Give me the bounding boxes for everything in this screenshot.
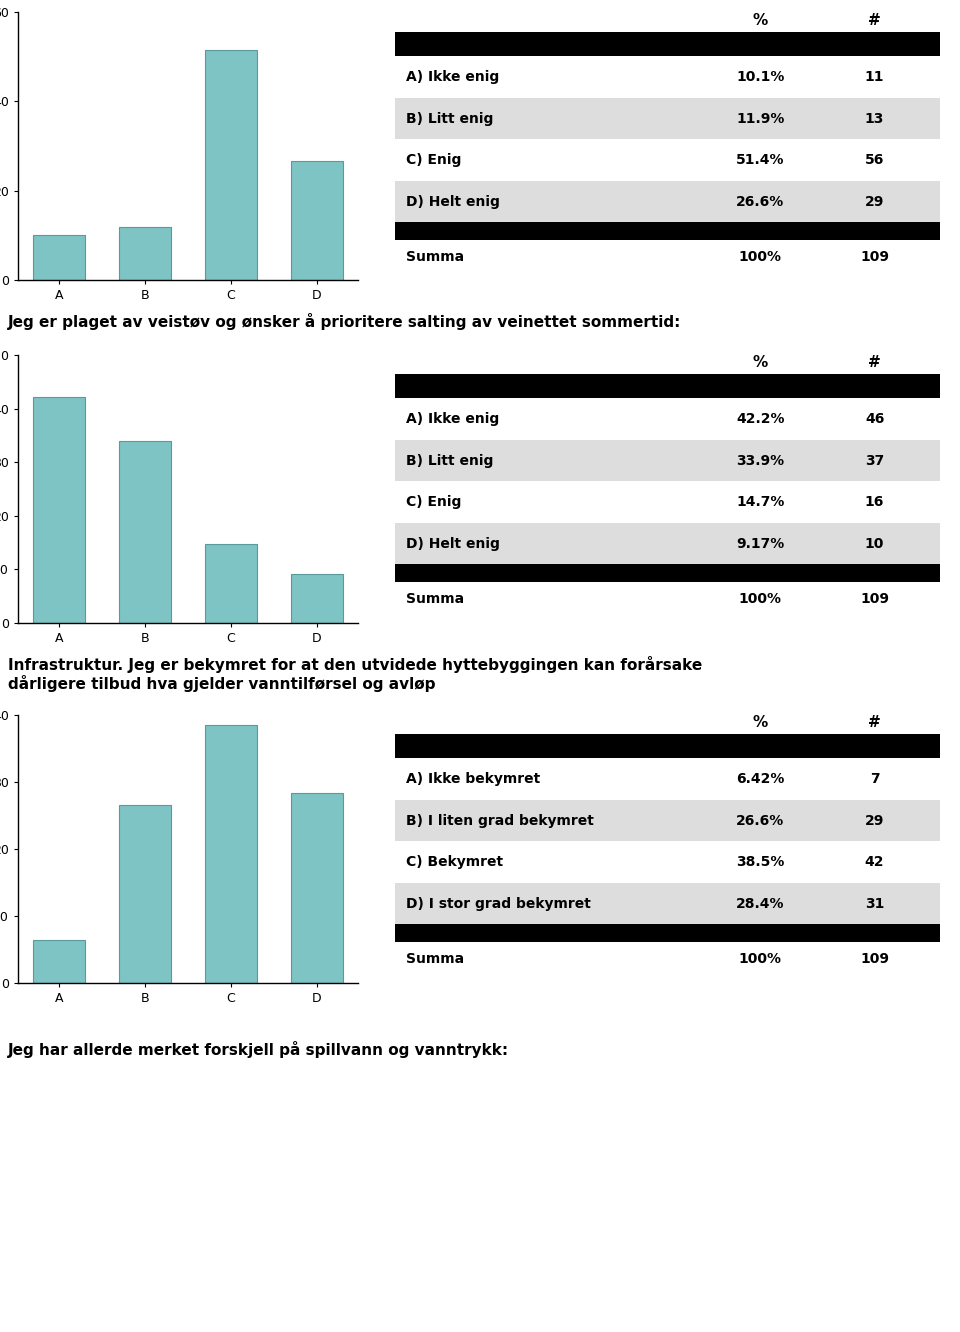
Text: C) Enig: C) Enig xyxy=(406,496,461,509)
Bar xyxy=(395,181,940,222)
Text: #: # xyxy=(868,714,881,730)
Bar xyxy=(395,924,940,942)
Text: D) Helt enig: D) Helt enig xyxy=(406,194,500,209)
Bar xyxy=(395,842,940,883)
Bar xyxy=(395,240,940,274)
Bar xyxy=(205,51,256,280)
Text: Summa: Summa xyxy=(406,250,464,264)
Bar xyxy=(395,565,940,582)
Text: 11.9%: 11.9% xyxy=(736,112,784,125)
Text: 26.6%: 26.6% xyxy=(736,194,784,209)
Bar xyxy=(291,574,343,623)
Text: 100%: 100% xyxy=(738,250,781,264)
Bar xyxy=(395,734,940,758)
Bar xyxy=(395,374,940,398)
Text: A) Ikke enig: A) Ikke enig xyxy=(406,71,499,84)
Text: B) Litt enig: B) Litt enig xyxy=(406,454,493,468)
Bar xyxy=(395,440,940,481)
Text: 42: 42 xyxy=(865,855,884,868)
Text: 28.4%: 28.4% xyxy=(736,896,784,911)
Text: Jeg er plaget av veistøv og ønsker å prioritere salting av veinettet sommertid:: Jeg er plaget av veistøv og ønsker å pri… xyxy=(8,313,682,329)
Text: B) Litt enig: B) Litt enig xyxy=(406,112,493,125)
Text: 10: 10 xyxy=(865,537,884,550)
Text: Summa: Summa xyxy=(406,593,464,606)
Text: 100%: 100% xyxy=(738,952,781,966)
Bar xyxy=(34,940,85,983)
Bar xyxy=(34,397,85,623)
Bar xyxy=(34,234,85,280)
Text: 37: 37 xyxy=(865,454,884,468)
Text: 109: 109 xyxy=(860,952,889,966)
Bar xyxy=(395,883,940,924)
Bar xyxy=(395,799,940,842)
Text: 14.7%: 14.7% xyxy=(736,496,784,509)
Text: 7: 7 xyxy=(870,773,879,786)
Text: 100%: 100% xyxy=(738,593,781,606)
Text: Summa: Summa xyxy=(406,952,464,966)
Text: B) I liten grad bekymret: B) I liten grad bekymret xyxy=(406,814,594,827)
Bar xyxy=(395,398,940,440)
Bar xyxy=(205,545,256,623)
Bar xyxy=(395,56,940,97)
Text: A) Ikke bekymret: A) Ikke bekymret xyxy=(406,773,540,786)
Text: 10.1%: 10.1% xyxy=(736,71,784,84)
Text: 29: 29 xyxy=(865,194,884,209)
Text: 11: 11 xyxy=(865,71,884,84)
Text: 29: 29 xyxy=(865,814,884,827)
Text: 109: 109 xyxy=(860,250,889,264)
Text: 13: 13 xyxy=(865,112,884,125)
Bar xyxy=(395,222,940,240)
Bar xyxy=(291,161,343,280)
Bar xyxy=(395,582,940,617)
Text: 56: 56 xyxy=(865,153,884,166)
Bar xyxy=(395,32,940,56)
Text: %: % xyxy=(753,714,768,730)
Bar xyxy=(119,441,171,623)
Text: %: % xyxy=(753,354,768,369)
Text: 16: 16 xyxy=(865,496,884,509)
Bar xyxy=(395,523,940,565)
Bar xyxy=(395,758,940,799)
Text: A) Ikke enig: A) Ikke enig xyxy=(406,412,499,426)
Text: 9.17%: 9.17% xyxy=(736,537,784,550)
Bar xyxy=(395,140,940,181)
Bar xyxy=(291,793,343,983)
Text: 42.2%: 42.2% xyxy=(736,412,784,426)
Text: D) I stor grad bekymret: D) I stor grad bekymret xyxy=(406,896,590,911)
Text: C) Bekymret: C) Bekymret xyxy=(406,855,503,868)
Text: D) Helt enig: D) Helt enig xyxy=(406,537,500,550)
Text: 26.6%: 26.6% xyxy=(736,814,784,827)
Bar xyxy=(395,481,940,523)
Text: Jeg har allerde merket forskjell på spillvann og vanntrykk:: Jeg har allerde merket forskjell på spil… xyxy=(8,1040,509,1058)
Text: 6.42%: 6.42% xyxy=(736,773,784,786)
Text: C) Enig: C) Enig xyxy=(406,153,461,166)
Bar xyxy=(205,725,256,983)
Text: 33.9%: 33.9% xyxy=(736,454,784,468)
Text: 109: 109 xyxy=(860,593,889,606)
Bar xyxy=(119,805,171,983)
Text: 38.5%: 38.5% xyxy=(736,855,784,868)
Text: %: % xyxy=(753,12,768,28)
Bar xyxy=(119,226,171,280)
Bar xyxy=(395,97,940,140)
Text: Infrastruktur. Jeg er bekymret for at den utvidede hyttebyggingen kan forårsake
: Infrastruktur. Jeg er bekymret for at de… xyxy=(8,655,703,693)
Text: #: # xyxy=(868,12,881,28)
Bar xyxy=(395,942,940,976)
Text: 46: 46 xyxy=(865,412,884,426)
Text: 51.4%: 51.4% xyxy=(736,153,784,166)
Text: #: # xyxy=(868,354,881,369)
Text: 31: 31 xyxy=(865,896,884,911)
